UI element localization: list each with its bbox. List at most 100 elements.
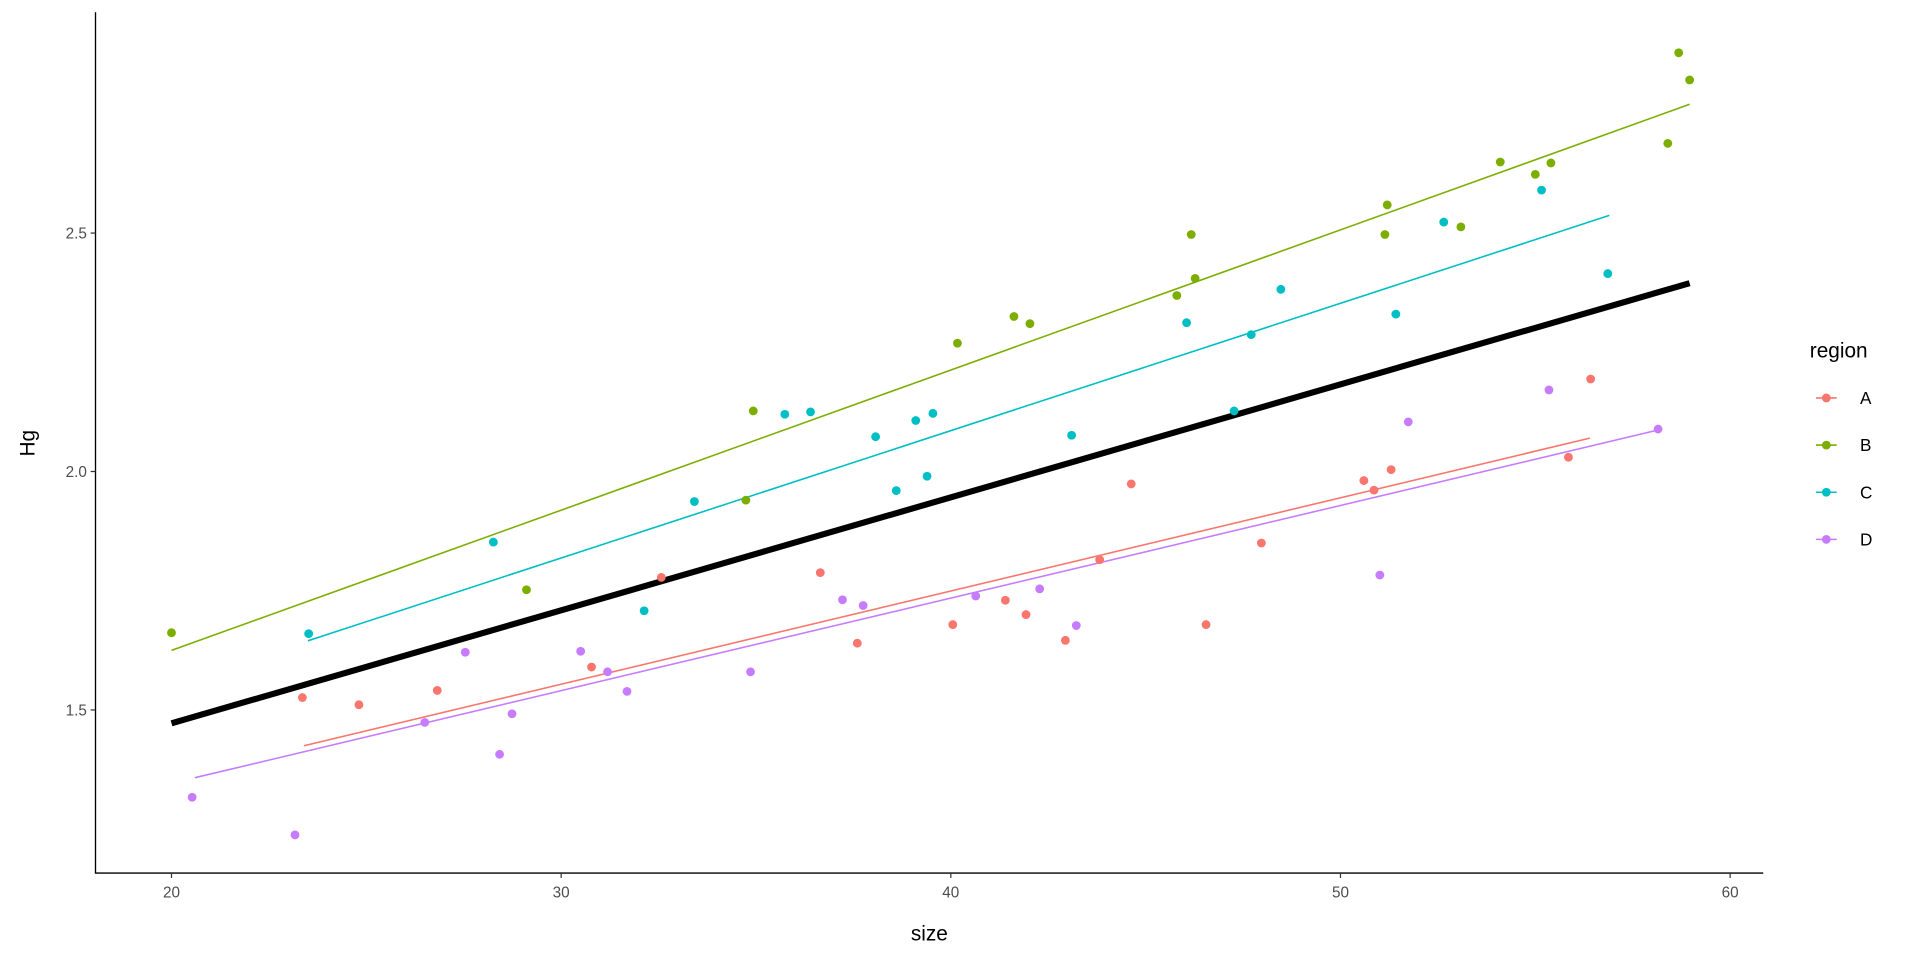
x-tick-label: 60 [1722, 885, 1739, 902]
legend-item-B: B [1815, 435, 1871, 455]
legend-label: B [1860, 435, 1871, 455]
data-point-B [748, 406, 758, 416]
x-tick-label: 20 [163, 885, 180, 902]
data-point-A [298, 693, 307, 702]
fit-line-C [307, 214, 1610, 642]
y-axis-ticks: 1.5 2.0 2.5 [66, 226, 96, 719]
data-point-B [953, 338, 962, 348]
overall-fit-line [170, 280, 1691, 727]
data-point-B [1685, 75, 1695, 85]
data-point-A [1060, 635, 1070, 645]
legend-item-D: D [1815, 530, 1872, 550]
legend-point-swatch [1821, 393, 1831, 403]
data-points [167, 48, 1695, 840]
data-point-A [1369, 485, 1379, 495]
data-point-D [746, 667, 755, 677]
data-point-B [1663, 138, 1673, 148]
data-point-D [507, 709, 517, 719]
legend-title: region [1810, 340, 1868, 363]
data-point-B [1546, 158, 1556, 168]
data-point-C [1276, 284, 1286, 294]
data-point-A [656, 572, 666, 582]
data-point-D [187, 792, 197, 802]
data-point-A [1586, 374, 1596, 384]
y-tick-label: 2.0 [66, 464, 87, 481]
data-point-C [1182, 318, 1191, 328]
data-point-A [852, 638, 862, 648]
data-point-C [639, 606, 649, 616]
data-point-C [1246, 330, 1256, 340]
legend-point-swatch [1821, 440, 1831, 450]
data-point-C [690, 497, 699, 506]
data-point-D [603, 667, 612, 677]
data-point-C [780, 409, 790, 419]
data-point-D [1035, 584, 1045, 594]
data-point-B [1530, 169, 1540, 179]
y-tick-label: 2.5 [66, 226, 87, 243]
data-point-B [1456, 222, 1466, 232]
data-point-B [1190, 273, 1200, 283]
legend-label: A [1860, 388, 1872, 408]
data-point-B [1674, 48, 1684, 58]
data-point-C [806, 407, 815, 417]
data-point-C [1067, 430, 1077, 440]
data-point-B [1495, 157, 1505, 167]
data-point-A [1564, 452, 1573, 462]
data-point-D [1544, 385, 1554, 395]
x-tick-label: 50 [1332, 885, 1349, 902]
data-point-A [948, 620, 958, 630]
data-point-A [1126, 479, 1136, 489]
legend-item-A: A [1815, 388, 1872, 408]
data-point-B [741, 495, 751, 505]
data-point-D [1653, 424, 1663, 434]
data-point-B [1009, 312, 1019, 321]
data-point-A [1359, 476, 1369, 485]
legend-label: C [1860, 482, 1872, 502]
x-tick-label: 40 [942, 885, 959, 902]
data-point-A [1256, 538, 1266, 548]
y-axis-title: Hg [16, 430, 39, 457]
fit-lines [170, 103, 1691, 779]
data-point-C [871, 432, 881, 442]
data-point-B [1025, 319, 1035, 329]
data-point-C [891, 486, 901, 495]
data-point-D [420, 717, 430, 727]
data-point-C [928, 408, 938, 418]
data-point-B [1186, 230, 1196, 239]
data-point-A [815, 568, 825, 578]
x-axis-ticks: 20 30 40 50 60 [163, 873, 1739, 902]
legend-point-swatch [1821, 487, 1831, 497]
fit-line-B [171, 103, 1690, 652]
data-point-D [495, 749, 504, 759]
data-point-C [488, 537, 498, 547]
data-point-C [304, 629, 314, 639]
data-point-C [1229, 406, 1239, 416]
fit-line-D [194, 429, 1657, 779]
legend-point-swatch [1821, 534, 1831, 544]
x-tick-label: 30 [553, 885, 570, 902]
data-point-C [922, 471, 932, 481]
data-point-A [587, 662, 596, 672]
data-point-C [911, 416, 921, 425]
data-point-A [1000, 595, 1010, 605]
x-axis-title: size [911, 922, 948, 945]
data-point-B [522, 585, 531, 595]
data-point-C [1537, 185, 1546, 195]
data-point-A [1201, 620, 1211, 630]
data-point-A [1095, 555, 1105, 565]
data-point-B [167, 628, 176, 638]
data-point-D [971, 591, 981, 601]
data-point-C [1439, 217, 1449, 227]
data-point-C [1391, 309, 1401, 319]
data-point-B [1380, 230, 1390, 239]
data-point-D [858, 601, 868, 610]
data-point-D [1375, 570, 1385, 580]
data-point-D [576, 646, 586, 656]
data-point-A [354, 700, 364, 710]
data-point-B [1172, 291, 1182, 300]
legend-label: D [1860, 530, 1872, 550]
data-point-D [290, 830, 300, 840]
y-tick-label: 1.5 [66, 702, 87, 719]
data-point-A [1386, 465, 1396, 475]
